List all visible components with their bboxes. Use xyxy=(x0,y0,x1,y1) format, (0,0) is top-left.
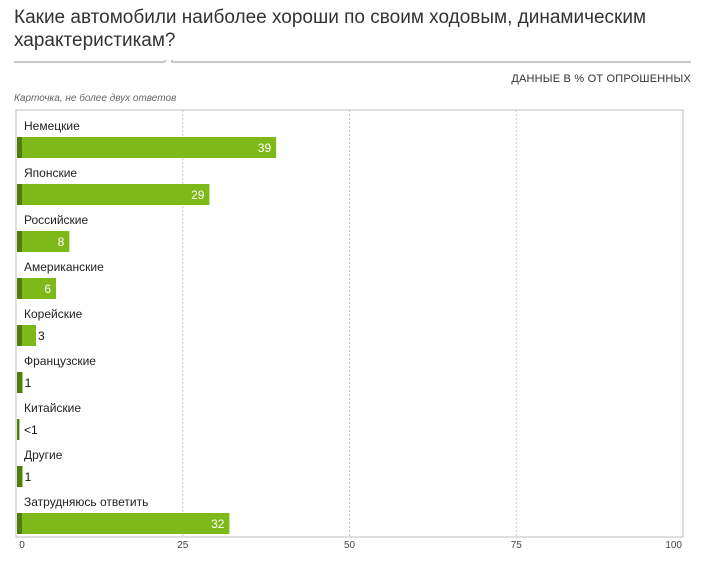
category-label: Российские xyxy=(24,213,89,227)
bar-stub xyxy=(17,466,22,487)
bar-stub xyxy=(17,372,22,393)
bar-stub xyxy=(17,184,22,205)
category-label: Немецкие xyxy=(24,119,80,133)
category-label: Французские xyxy=(24,354,96,368)
header-divider xyxy=(14,60,691,63)
bar-stub xyxy=(17,231,22,252)
value-label: 29 xyxy=(191,188,205,202)
bar-stub xyxy=(17,419,20,440)
value-label: 32 xyxy=(211,517,225,531)
bar xyxy=(17,137,277,158)
value-label: 39 xyxy=(258,141,272,155)
category-label: Другие xyxy=(24,448,63,462)
value-label: 1 xyxy=(25,376,32,390)
units-label: ДАННЫЕ В % ОТ ОПРОШЕННЫХ xyxy=(511,73,691,85)
value-label: 8 xyxy=(58,235,65,249)
bar xyxy=(17,278,57,299)
survey-note: Карточка, не более двух ответов xyxy=(14,93,177,104)
x-tick-label: 50 xyxy=(344,540,356,551)
bar-stub xyxy=(17,325,22,346)
value-label: 1 xyxy=(25,470,32,484)
category-label: Китайские xyxy=(24,401,81,415)
bar xyxy=(17,231,70,252)
chart-title: Какие автомобили наиболее хороши по свои… xyxy=(14,7,647,51)
x-tick-label: 75 xyxy=(511,540,523,551)
bar-stub xyxy=(17,278,22,299)
bar xyxy=(17,513,230,534)
category-label: Американские xyxy=(24,260,104,274)
category-label: Корейские xyxy=(24,307,83,321)
value-label: 6 xyxy=(44,282,51,296)
x-tick-label: 0 xyxy=(19,540,25,551)
x-tick-label: 25 xyxy=(177,540,189,551)
category-label: Затрудняюсь ответить xyxy=(24,495,148,509)
value-label: 3 xyxy=(38,329,45,343)
bar-stub xyxy=(17,137,22,158)
bar xyxy=(17,184,210,205)
category-label: Японские xyxy=(24,166,77,180)
bar-stub xyxy=(17,513,22,534)
x-tick-label: 100 xyxy=(665,540,682,551)
value-label: <1 xyxy=(24,423,38,437)
